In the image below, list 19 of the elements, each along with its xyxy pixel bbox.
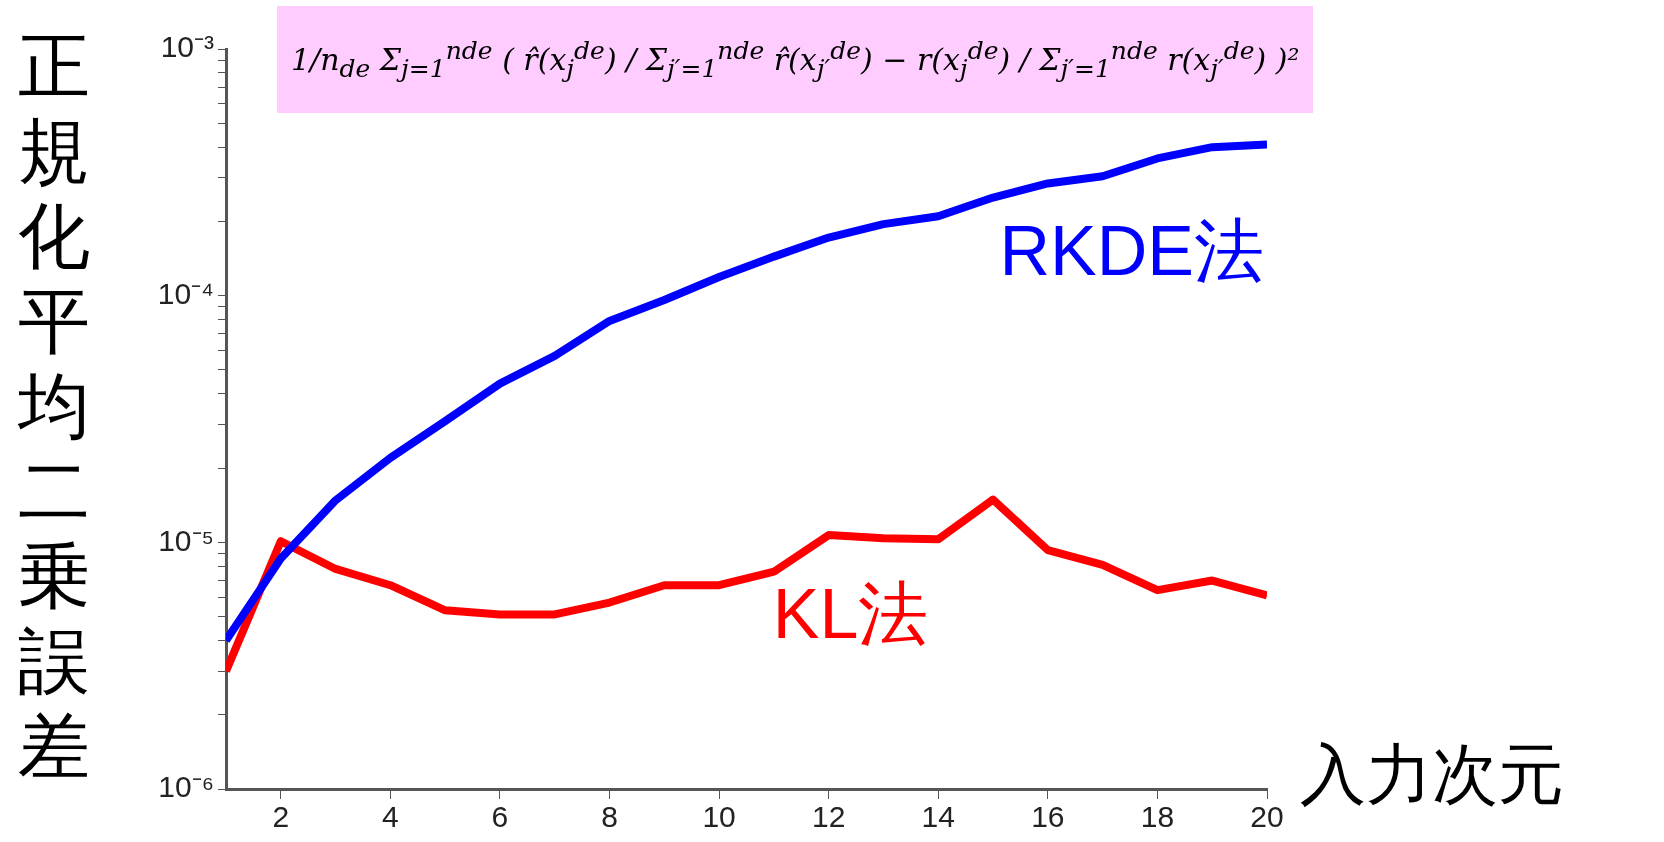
x-axis-title: 入力次元 xyxy=(1300,735,1564,815)
y-tick-label: 10⁻³ xyxy=(160,30,215,64)
y-tick-label: 10⁻⁶ xyxy=(158,770,214,804)
x-tick-label: 14 xyxy=(921,800,955,834)
x-tick-label: 4 xyxy=(382,800,399,834)
x-tick-label: 8 xyxy=(601,800,618,834)
x-tick-label: 20 xyxy=(1250,800,1284,834)
series-label: RKDE法 xyxy=(999,212,1264,291)
x-tick-label: 2 xyxy=(272,800,290,834)
text: 正規化平均二乗誤差 xyxy=(18,24,90,788)
x-tick-label: 10 xyxy=(702,800,736,834)
x-tick-label: 18 xyxy=(1140,800,1175,834)
text: 1/n$_{de}$ Σ$_{j=1}$$^{nde}$ ( r̂(x$_{j}$$^{de}$) / Σ$_{j′=1}$$^{nde}$ r̂(x$_{j′}$$^{de}$) − r(x$_{j}$$^{de}$) / Σ$_{j′=1}$$^{nde}$ r(x$_{j′}$$^{de}$) )² xyxy=(291,36,1300,83)
y-tick-label: 10⁻⁴ xyxy=(157,276,214,310)
x-tick-label: 12 xyxy=(812,800,846,834)
x-tick-label: 6 xyxy=(491,800,509,834)
y-tick-label: 10⁻⁵ xyxy=(158,523,214,557)
x-tick-label: 16 xyxy=(1031,800,1065,834)
series-label: KL法 xyxy=(772,575,929,654)
